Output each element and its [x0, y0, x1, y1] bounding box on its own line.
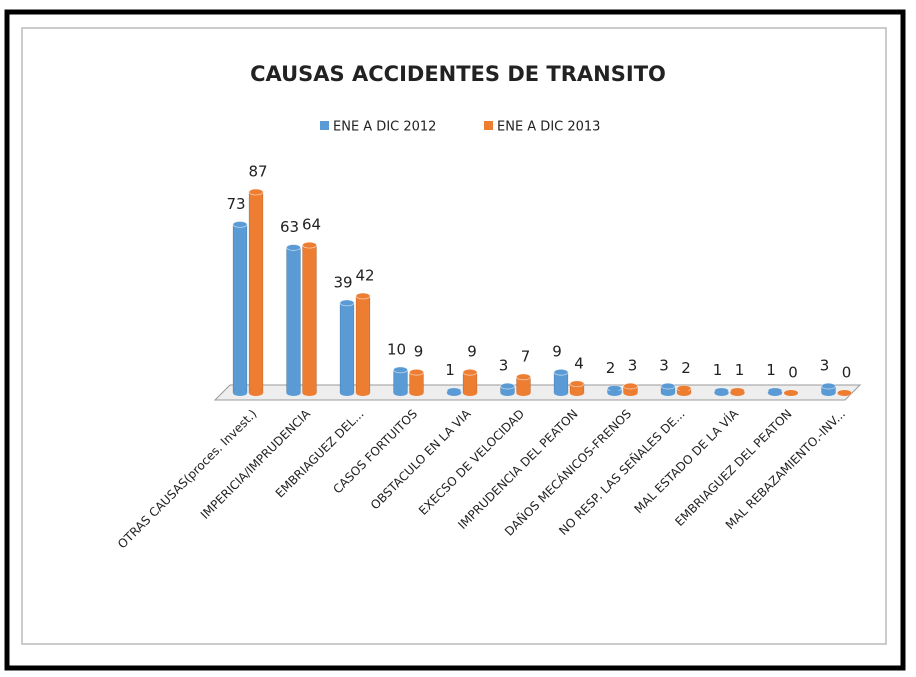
bar-foot [356, 390, 370, 396]
bar-cap [286, 244, 301, 251]
data-label: 0 [842, 364, 852, 382]
data-label: 1 [735, 361, 745, 379]
data-label: 87 [248, 163, 267, 181]
bar-cap [623, 382, 638, 390]
data-label: 64 [302, 216, 321, 234]
legend-label: ENE A DIC 2013 [497, 120, 600, 135]
bar-foot [677, 390, 691, 396]
bar-foot [570, 390, 584, 396]
bar-cap [821, 382, 836, 390]
bar [355, 295, 371, 394]
bar-cap [569, 380, 585, 388]
bar-cap [409, 368, 424, 376]
data-label: 3 [659, 357, 669, 375]
bar-foot [714, 390, 729, 396]
bar-foot [768, 390, 782, 396]
bar-cap [302, 241, 317, 249]
bar-foot [393, 390, 408, 396]
bar-foot [409, 390, 424, 396]
bar-foot [463, 390, 477, 396]
bar-cap [355, 292, 371, 300]
legend-swatch [484, 121, 493, 130]
data-label: 1 [445, 361, 455, 379]
bar-foot [500, 390, 515, 396]
bar [248, 191, 264, 394]
legend-swatch [320, 121, 329, 130]
bar [232, 224, 248, 394]
data-label: 9 [467, 343, 477, 361]
data-label: 9 [552, 343, 562, 361]
bar-cap [660, 382, 676, 390]
data-label: 39 [333, 273, 352, 291]
data-label: 3 [499, 357, 509, 375]
data-label: 7 [521, 347, 531, 365]
data-label: 1 [766, 361, 776, 379]
data-label: 42 [355, 266, 374, 284]
bar-foot [730, 390, 745, 396]
frame [4, 9, 906, 671]
bar-foot [661, 390, 675, 396]
data-label: 10 [387, 340, 406, 358]
bar-foot [554, 390, 568, 396]
bar-foot [607, 390, 622, 396]
bar-foot [516, 390, 531, 396]
chart-title: CAUSAS ACCIDENTES DE TRANSITO [250, 62, 666, 86]
bar-foot [447, 390, 461, 396]
bar-cap [232, 220, 248, 228]
legend-label: ENE A DIC 2012 [333, 120, 436, 135]
bar-cap [516, 373, 531, 381]
data-label: 63 [280, 218, 299, 236]
bar-foot [286, 390, 301, 396]
bar-foot [249, 390, 263, 396]
bar-foot [784, 390, 798, 396]
bar-foot [302, 390, 317, 396]
data-label: 3 [820, 357, 830, 375]
data-label: 9 [414, 343, 424, 361]
bar-foot [233, 390, 247, 396]
bar [302, 244, 317, 394]
floor [213, 384, 862, 401]
chart-area [21, 27, 887, 645]
data-label: 73 [226, 195, 245, 213]
bar [339, 302, 355, 394]
bar [286, 247, 301, 394]
bar-cap [553, 368, 569, 376]
bar-foot [821, 390, 836, 396]
bar-cap [462, 368, 478, 376]
bar-foot [623, 390, 638, 396]
data-label: 4 [574, 354, 584, 372]
bar-foot [340, 390, 354, 396]
bar-cap [500, 382, 515, 390]
data-label: 1 [713, 361, 723, 379]
data-label: 3 [628, 357, 638, 375]
bar-cap [339, 299, 355, 307]
bar-foot [837, 390, 852, 396]
bar-cap [248, 188, 264, 196]
bar-cap [393, 366, 408, 374]
data-label: 2 [606, 359, 616, 377]
bar [393, 369, 408, 394]
data-label: 0 [788, 364, 798, 382]
data-label: 2 [681, 359, 691, 377]
